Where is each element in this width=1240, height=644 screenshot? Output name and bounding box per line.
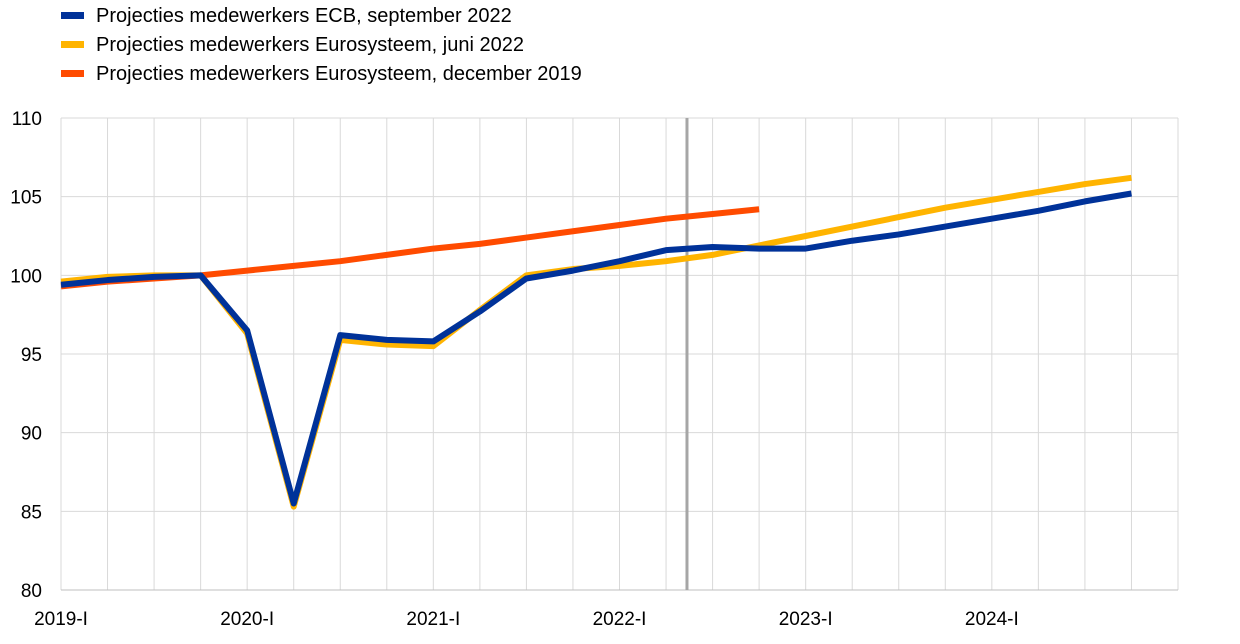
grid	[60, 117, 1179, 591]
y-tick-label: 95	[21, 345, 42, 366]
y-tick-label: 100	[10, 266, 42, 287]
x-tick-label: 2020-I	[220, 609, 274, 630]
x-tick-label: 2022-I	[593, 609, 647, 630]
y-tick-label: 110	[12, 109, 42, 130]
legend-swatch	[61, 41, 84, 48]
y-tick-label: 85	[21, 502, 42, 523]
x-tick-label: 2023-I	[779, 609, 833, 630]
axes: 80 85 90 95 100 105 110 2019-I 2020-I 2021-I 2022-…	[10, 109, 1178, 630]
legend-swatch	[61, 70, 84, 77]
legend-label: Projecties medewerkers ECB, september 20…	[96, 5, 512, 27]
series-line	[60, 190, 1132, 507]
legend-label: Projecties medewerkers Eurosysteem, dece…	[96, 63, 582, 85]
y-tick-label: 90	[21, 424, 42, 445]
legend: Projecties medewerkers ECB, september 20…	[61, 5, 582, 85]
y-tick-label: 80	[21, 581, 42, 602]
x-tick-label: 2024-I	[965, 609, 1019, 630]
series-lines	[60, 174, 1132, 510]
y-tick-label: 105	[10, 188, 42, 209]
x-tick-label: 2021-I	[406, 609, 460, 630]
legend-swatch	[61, 12, 84, 19]
legend-label: Projecties medewerkers Eurosysteem, juni…	[96, 34, 524, 56]
x-tick-label: 2019-I	[34, 609, 88, 630]
